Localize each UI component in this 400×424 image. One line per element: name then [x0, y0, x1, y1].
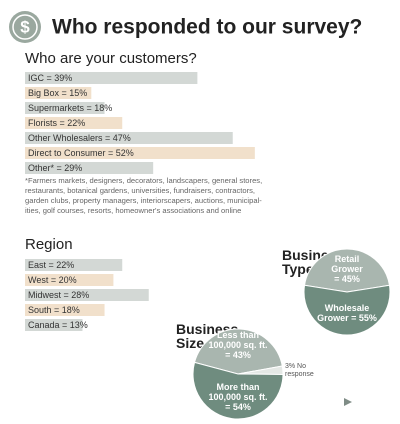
bar-label: Supermarkets = 18% [28, 103, 112, 113]
bar [25, 117, 123, 129]
bar-label: East = 22% [28, 260, 74, 270]
bar-label: West = 20% [28, 275, 77, 285]
slice-label: More than 100,000 sq. ft. = 54% [208, 382, 267, 412]
bar-label: Other Wholesalers = 47% [28, 133, 131, 143]
slice-label: Wholesale Grower = 55% [317, 303, 377, 323]
bar-label: Florists = 22% [28, 118, 85, 128]
slice-label: Less than 100,000 sq. ft. = 43% [208, 330, 267, 360]
chart-title: Region [25, 236, 73, 253]
bar [25, 304, 105, 316]
pie-slice [303, 284, 391, 336]
icon: $ [20, 17, 30, 36]
bar-label: Other* = 29% [28, 163, 82, 173]
pie-slice [192, 361, 284, 420]
chart-title: Who are your customers? [25, 50, 197, 67]
slice-label: Retail Grower = 45% [331, 254, 363, 284]
slice-label: 3% No response [285, 363, 314, 378]
bar-label: IGC = 39% [28, 73, 72, 83]
bar [25, 274, 114, 286]
bar [25, 259, 123, 271]
bar [25, 289, 149, 301]
bar [25, 162, 154, 174]
next-arrow[interactable] [344, 398, 352, 406]
bar [25, 102, 105, 114]
bar [25, 72, 198, 84]
bar [25, 87, 92, 99]
pie-slice [303, 248, 391, 293]
page-title: Who responded to our survey? [52, 16, 362, 39]
bar-label: Midwest = 28% [28, 290, 89, 300]
bar [25, 132, 233, 144]
bar-label: Canada = 13% [28, 320, 88, 330]
icon-inner [12, 14, 38, 40]
pie-slice [193, 328, 283, 375]
bar [25, 319, 83, 331]
bar-label: Big Box = 15% [28, 88, 87, 98]
bar [25, 147, 255, 159]
bar-label: Direct to Consumer = 52% [28, 148, 134, 158]
bar-label: South = 18% [28, 305, 80, 315]
footnote: *Farmers markets, designers, decorators,… [25, 176, 262, 215]
